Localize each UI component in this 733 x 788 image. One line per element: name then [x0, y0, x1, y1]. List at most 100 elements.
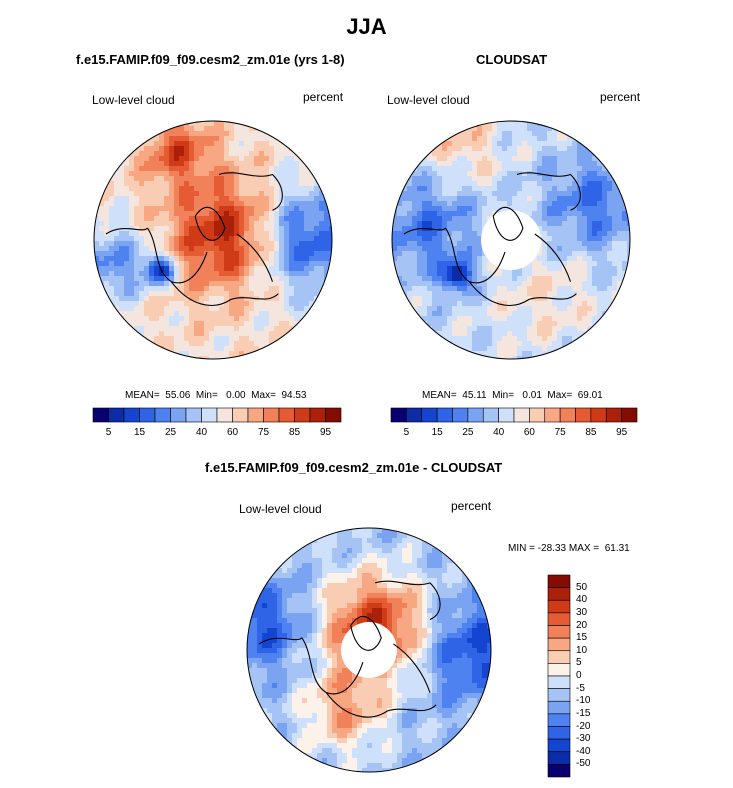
panel3-map-cell	[357, 583, 363, 589]
panel1-map-cell	[234, 136, 240, 142]
panel3-map-cell	[312, 653, 318, 659]
panel1-map-cell	[284, 161, 290, 167]
panel3-map-cell	[367, 528, 373, 534]
panel2-map-cell	[452, 216, 458, 222]
panel3-map-cell	[267, 608, 273, 614]
panel2-map-cell	[447, 196, 453, 202]
panel2-map-cell	[462, 231, 468, 237]
panel1-map-cell	[189, 141, 195, 147]
panel3-map-cell	[452, 653, 458, 659]
panel1-map-cell	[144, 181, 150, 187]
panel3-map-cell	[397, 613, 403, 619]
panel2-map-cell	[622, 211, 628, 217]
panel1-map-cell	[99, 256, 105, 262]
panel2-map-cell	[477, 161, 483, 167]
panel3-map-cell	[462, 628, 468, 634]
panel1-map-cell	[234, 241, 240, 247]
panel3-map-cell	[342, 633, 348, 639]
panel2-map-cell	[487, 296, 493, 302]
panel3-map-cell	[322, 528, 328, 534]
panel1-map-cell	[194, 166, 200, 172]
panel1-map-cell	[149, 326, 155, 332]
panel2-map-cell	[492, 176, 498, 182]
panel3-map-cell	[437, 583, 443, 589]
panel3-map-cell	[317, 623, 323, 629]
panel3-map-cell	[397, 548, 403, 554]
panel2-map-cell	[502, 166, 508, 172]
panel1-map-cell	[199, 146, 205, 152]
panel1-map-cell	[104, 281, 110, 287]
panel2-map-cell	[482, 176, 488, 182]
panel1-map-cell	[209, 156, 215, 162]
panel1-map-cell	[244, 261, 250, 267]
panel1-map-cell	[324, 221, 330, 227]
panel1-map-cell	[259, 311, 265, 317]
panel1-map-cell	[189, 291, 195, 297]
panel3-map-cell	[347, 613, 353, 619]
panel3-map-cell	[262, 578, 268, 584]
panel2-map-cell	[552, 181, 558, 187]
panel2-map-cell	[467, 336, 473, 342]
panel1-map-cell	[279, 301, 285, 307]
panel1-map-cell	[199, 331, 205, 337]
panel1-map-cell	[179, 261, 185, 267]
panel3-map-cell	[417, 548, 423, 554]
panel1-map-cell	[129, 176, 135, 182]
panel3-map-cell	[342, 588, 348, 594]
panel2-map-cell	[432, 316, 438, 322]
panel2-map-cell	[617, 231, 623, 237]
panel1-map-cell	[109, 186, 115, 192]
panel1-map-cell	[169, 191, 175, 197]
panel2-map-cell	[432, 271, 438, 277]
panel1-map-cell	[124, 266, 130, 272]
panel1-map-cell	[274, 261, 280, 267]
panel2-map-cell	[412, 176, 418, 182]
panel2-map-cell	[462, 201, 468, 207]
panel1-map-cell	[189, 266, 195, 272]
panel1-map-cell	[214, 141, 220, 147]
panel1-map-cell	[134, 281, 140, 287]
panel1-map-cell	[269, 241, 275, 247]
panel1-map-cell	[309, 181, 315, 187]
panel3-map-cell	[307, 608, 313, 614]
panel3-map-cell	[287, 598, 293, 604]
panel2-map-cell	[427, 331, 433, 337]
panel2-map-cell	[432, 156, 438, 162]
panel3-map-cell	[357, 603, 363, 609]
panel1-map-cell	[269, 191, 275, 197]
panel2-map-cell	[512, 171, 518, 177]
panel2-map-cell	[412, 226, 418, 232]
panel2-map-cell	[467, 241, 473, 247]
panel3-map-cell	[317, 583, 323, 589]
panel3-map-cell	[432, 633, 438, 639]
panel2-map-cell	[472, 201, 478, 207]
panel1-map-cell	[229, 236, 235, 242]
panel1-map-cell	[244, 291, 250, 297]
panel2-map-cell	[432, 266, 438, 272]
panel3-map-cell	[302, 588, 308, 594]
panel1-map-cell	[149, 301, 155, 307]
panel3-map-cell	[397, 543, 403, 549]
panel1-map-cell	[309, 201, 315, 207]
panel3-map-cell	[287, 638, 293, 644]
panel1-map-cell	[264, 251, 270, 257]
panel1-map-cell	[279, 211, 285, 217]
panel3-map-cell	[342, 623, 348, 629]
panel1-map-cell	[309, 231, 315, 237]
panel1-map-cell	[259, 181, 265, 187]
panel1-map-cell	[164, 166, 170, 172]
panel1-map-cell	[184, 161, 190, 167]
panel2-map-cell	[527, 126, 533, 132]
panel2-map-cell	[517, 281, 523, 287]
panel2-map-cell	[402, 216, 408, 222]
panel1-map-cell	[129, 146, 135, 152]
panel2-map-cell	[492, 306, 498, 312]
panel2-map-cell	[502, 321, 508, 327]
panel3-map-cell	[312, 648, 318, 654]
panel3-map-cell	[447, 588, 453, 594]
panel2-map-cell	[592, 206, 598, 212]
panel1-map-cell	[149, 296, 155, 302]
panel1-map-cell	[314, 246, 320, 252]
panel1-map-cell	[219, 346, 225, 352]
panel1-map-cell	[204, 186, 210, 192]
